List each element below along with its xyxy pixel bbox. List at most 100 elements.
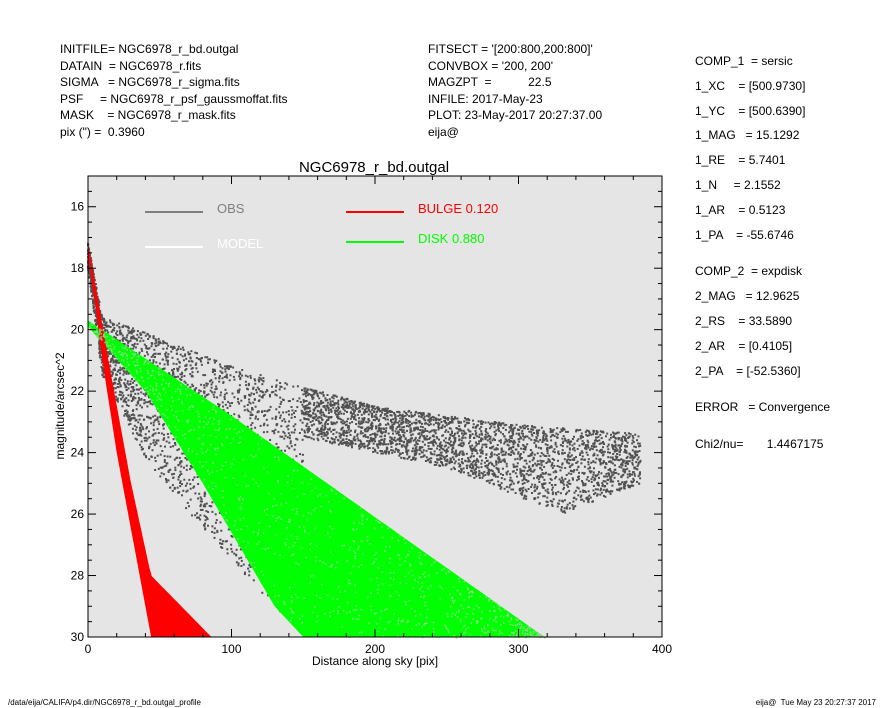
obs-point	[579, 437, 582, 440]
obs-point	[321, 424, 324, 427]
obs-point	[485, 453, 488, 456]
obs-point	[447, 446, 450, 449]
obs-point	[127, 372, 130, 375]
obs-point	[387, 410, 390, 413]
obs-point	[599, 460, 601, 463]
obs-point	[404, 414, 407, 417]
obs-point	[110, 358, 113, 361]
obs-point	[386, 446, 389, 449]
obs-point	[381, 450, 384, 453]
obs-point	[362, 411, 365, 414]
obs-point	[515, 423, 518, 426]
obs-point	[571, 438, 574, 440]
obs-point	[409, 431, 412, 434]
obs-point	[140, 398, 143, 401]
obs-point	[275, 379, 278, 382]
obs-point	[473, 436, 476, 439]
obs-point	[212, 393, 215, 396]
obs-point	[567, 458, 570, 461]
obs-point	[319, 432, 322, 435]
obs-point	[248, 401, 251, 404]
obs-point	[613, 464, 616, 467]
obs-point	[602, 453, 605, 456]
obs-point	[424, 430, 427, 432]
obs-point	[528, 465, 531, 468]
obs-point	[631, 459, 634, 462]
obs-point	[605, 435, 607, 438]
obs-point	[213, 391, 216, 394]
obs-point	[582, 484, 585, 487]
obs-point	[484, 443, 487, 446]
obs-point	[345, 438, 348, 440]
obs-point	[613, 468, 616, 471]
obs-point	[130, 414, 133, 416]
obs-point	[154, 342, 157, 345]
obs-point	[561, 442, 564, 445]
obs-point	[612, 453, 615, 455]
obs-point	[127, 370, 129, 373]
obs-point	[565, 430, 567, 433]
obs-point	[617, 480, 620, 483]
obs-point	[125, 413, 128, 416]
obs-point	[218, 377, 221, 380]
obs-point	[537, 492, 540, 495]
obs-point	[606, 482, 609, 485]
obs-point	[172, 445, 175, 448]
obs-point	[472, 426, 474, 429]
obs-point	[536, 476, 539, 479]
obs-point	[447, 430, 450, 433]
obs-point	[608, 473, 610, 476]
obs-point	[624, 449, 627, 452]
obs-point	[311, 419, 314, 422]
obs-point	[152, 359, 155, 362]
obs-point	[503, 424, 506, 427]
obs-point	[293, 416, 296, 418]
obs-point	[496, 448, 499, 451]
obs-point	[600, 442, 603, 445]
obs-point	[411, 422, 413, 425]
obs-point	[223, 396, 226, 398]
obs-point	[413, 444, 416, 447]
obs-point	[379, 435, 382, 438]
obs-point	[351, 403, 354, 406]
obs-point	[282, 399, 285, 402]
obs-point	[199, 358, 202, 361]
obs-point	[238, 557, 241, 560]
obs-point	[154, 414, 157, 417]
obs-point	[336, 414, 339, 416]
obs-point	[360, 413, 363, 416]
obs-point	[405, 421, 408, 424]
obs-point	[549, 477, 552, 480]
obs-point	[152, 421, 155, 424]
obs-point	[116, 400, 119, 403]
obs-point	[540, 426, 543, 429]
obs-point	[336, 415, 339, 418]
fit-parameter-line: 1_N = 2.1552	[695, 177, 781, 192]
obs-point	[117, 383, 120, 385]
obs-point	[594, 475, 597, 478]
obs-point	[103, 321, 106, 323]
obs-point	[499, 439, 502, 442]
obs-point	[173, 458, 176, 461]
obs-point	[213, 359, 216, 362]
obs-point	[530, 470, 533, 473]
obs-point	[243, 396, 246, 399]
obs-point	[316, 427, 319, 430]
fit-parameter-line: COMP_2 = expdisk	[695, 264, 803, 279]
obs-point	[386, 407, 389, 410]
obs-point	[631, 449, 634, 452]
obs-point	[241, 374, 244, 377]
obs-point	[585, 429, 588, 432]
obs-point	[331, 396, 334, 399]
obs-point	[596, 488, 599, 491]
obs-point	[487, 473, 490, 476]
obs-point	[425, 456, 428, 459]
obs-point	[185, 364, 188, 367]
obs-point	[608, 474, 611, 477]
obs-point	[222, 405, 224, 408]
obs-point	[519, 468, 522, 471]
obs-point	[91, 294, 93, 297]
obs-point	[435, 463, 438, 466]
obs-point	[624, 432, 627, 435]
obs-point	[313, 423, 315, 426]
